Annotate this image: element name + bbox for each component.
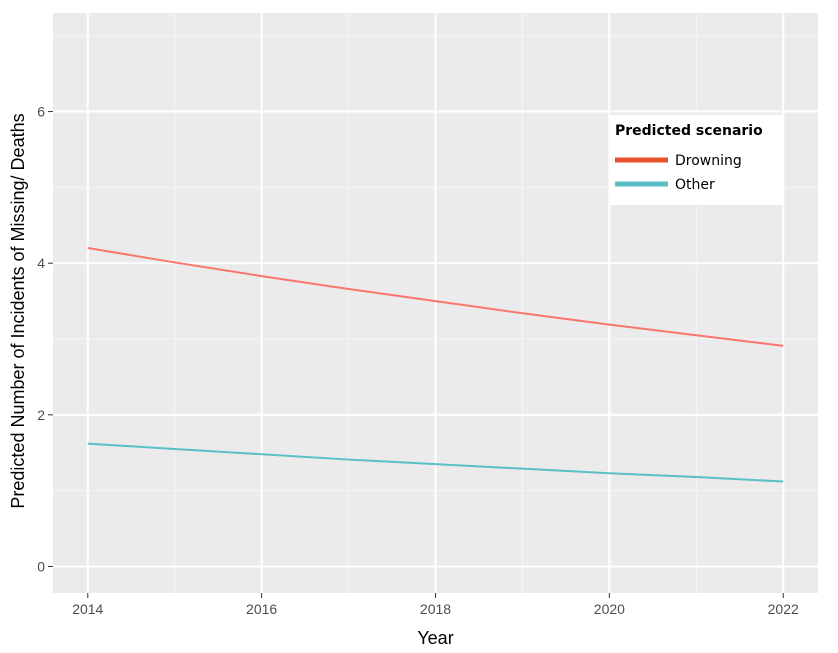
x-tick-label: 2020 [594, 601, 625, 617]
legend: Predicted scenario Drowning Other [610, 115, 783, 205]
y-axis: 0 2 4 6 [37, 104, 53, 574]
y-tick-label: 2 [37, 407, 45, 423]
y-tick-label: 0 [37, 558, 45, 574]
x-axis-title: Year [417, 628, 453, 648]
y-axis-title: Predicted Number of Incidents of Missing… [8, 113, 28, 508]
x-tick-label: 2022 [768, 601, 799, 617]
y-tick-label: 6 [37, 104, 45, 120]
series-layer [87, 247, 784, 483]
x-tick-label: 2014 [72, 601, 103, 617]
legend-label-drowning: Drowning [675, 153, 742, 169]
x-tick-label: 2016 [246, 601, 277, 617]
y-tick-label: 4 [37, 255, 45, 271]
x-axis: 2014 2016 2018 2020 2022 [72, 593, 799, 617]
legend-label-other: Other [675, 177, 715, 193]
legend-items: Drowning Other [615, 153, 742, 193]
legend-title: Predicted scenario [615, 123, 763, 139]
x-tick-label: 2018 [420, 601, 451, 617]
